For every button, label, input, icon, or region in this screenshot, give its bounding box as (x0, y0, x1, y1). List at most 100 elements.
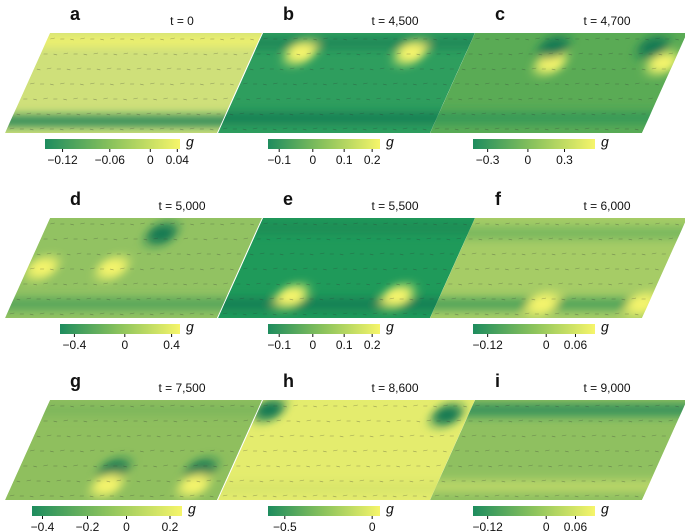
arrow (478, 53, 483, 56)
arrow (80, 404, 85, 407)
arrow (326, 420, 331, 423)
arrow (524, 312, 530, 315)
arrow (316, 282, 321, 285)
arrow (548, 98, 553, 101)
arrow (279, 253, 284, 256)
arrow (159, 312, 165, 315)
arrow (186, 68, 191, 71)
arrow (123, 283, 128, 286)
field-stripe (430, 113, 672, 123)
arrow (109, 450, 114, 453)
arrow (56, 297, 62, 300)
arrow (106, 480, 111, 483)
arrow (645, 223, 650, 226)
colorbar-label: g (601, 501, 609, 517)
panel-time: t = 9,000 (583, 381, 630, 395)
arrow (625, 37, 630, 40)
panel: c t = 4,700 g −0.3 0 0.3 (430, 4, 685, 167)
arrow (655, 37, 660, 40)
arrow (252, 127, 258, 130)
arrow (269, 112, 275, 115)
arrow (644, 312, 650, 315)
arrow (53, 420, 58, 423)
arrow (548, 465, 553, 468)
arrow (508, 53, 513, 56)
arrow (565, 37, 570, 40)
arrow (209, 313, 214, 316)
arrow (299, 479, 305, 482)
arrow (436, 282, 441, 285)
arrow (591, 252, 597, 255)
colorbar-tick-label: 0 (309, 153, 316, 167)
arrow (323, 404, 328, 407)
arrow (441, 113, 446, 116)
arrow (471, 252, 477, 255)
arrow (283, 405, 288, 408)
panel-time: t = 5,000 (158, 199, 205, 213)
arrow (618, 282, 623, 285)
arrow (239, 112, 245, 115)
arrow (306, 419, 312, 422)
arrow (210, 267, 215, 270)
arrow (76, 252, 82, 255)
arrow (66, 253, 71, 256)
colorbar (473, 506, 595, 516)
arrow (471, 298, 476, 301)
arrow (156, 435, 161, 438)
arrow (584, 312, 590, 315)
arrow (30, 449, 35, 452)
arrow (488, 98, 493, 101)
arrow (136, 67, 142, 70)
arrow (488, 283, 493, 286)
arrow (110, 222, 115, 225)
colorbar-label: g (188, 501, 196, 517)
arrow (644, 494, 650, 497)
arrow (565, 222, 570, 225)
colorbar-tick-label: −0.12 (472, 338, 503, 352)
arrow (399, 435, 404, 438)
arrow (565, 404, 570, 407)
arrow (485, 82, 490, 85)
arrow (454, 313, 459, 316)
arrow (302, 128, 307, 131)
arrow (246, 98, 251, 101)
arrow (471, 113, 476, 116)
arrow (336, 419, 342, 422)
arrow (624, 450, 629, 453)
arrow (373, 38, 378, 41)
arrow (495, 405, 500, 408)
field-stripe (236, 223, 475, 233)
arrow (578, 419, 584, 422)
arrow (675, 223, 680, 226)
arrow (518, 52, 524, 55)
arrow (179, 128, 184, 131)
arrow (46, 298, 51, 301)
arrow (269, 297, 275, 300)
arrow (46, 480, 51, 483)
arrow (654, 268, 659, 271)
arrow (303, 82, 308, 85)
arrow (501, 434, 507, 437)
arrow (641, 253, 646, 256)
field-blob (526, 293, 559, 315)
arrow (581, 435, 586, 438)
panel-letter: a (70, 4, 81, 24)
arrow (446, 238, 451, 241)
arrow (402, 494, 408, 497)
arrow (634, 128, 639, 131)
arrow (441, 298, 446, 301)
arrow (190, 405, 195, 408)
arrow (594, 450, 599, 453)
arrow (180, 449, 185, 452)
arrow (90, 267, 95, 270)
arrow (229, 450, 234, 453)
arrow (588, 464, 593, 467)
arrow (259, 480, 264, 483)
arrow (93, 52, 99, 55)
arrow (403, 38, 408, 41)
field-features (430, 36, 679, 123)
arrow (518, 283, 523, 286)
arrow (206, 479, 212, 482)
arrow (210, 449, 215, 452)
